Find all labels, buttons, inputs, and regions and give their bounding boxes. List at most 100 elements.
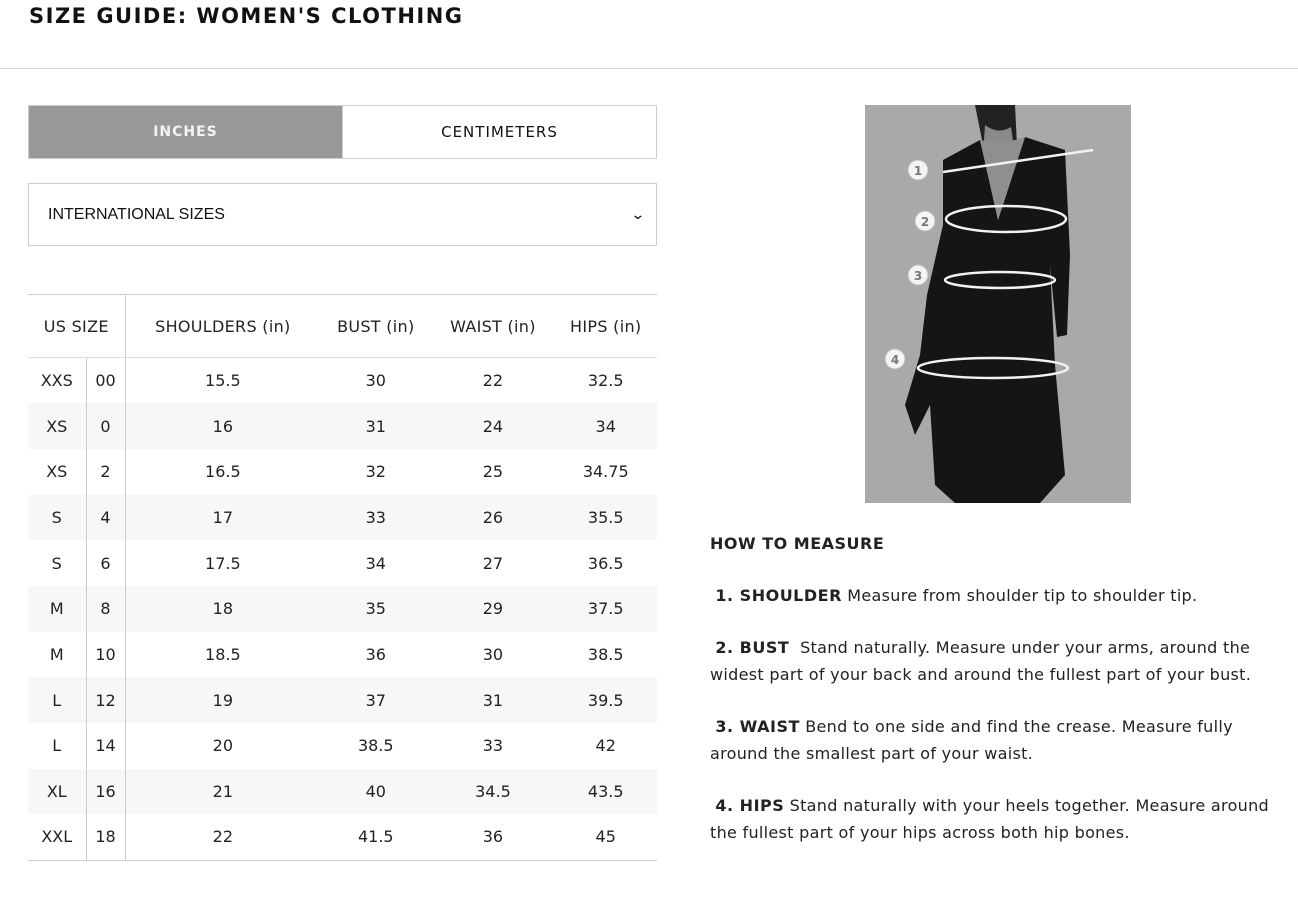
cell-hips: 35.5 bbox=[554, 494, 657, 541]
chevron-down-icon: ⌄ bbox=[630, 206, 646, 222]
cell-bust: 30 bbox=[365, 371, 386, 391]
cell-bust: 32 bbox=[365, 462, 386, 482]
cell-bust: 40 bbox=[320, 768, 432, 815]
cell-shoulders: 16 bbox=[125, 403, 321, 449]
cell-size-number: 12 bbox=[85, 677, 126, 723]
header-shoulders: SHOULDERS (in) bbox=[125, 294, 321, 358]
header-bust: BUST (in) bbox=[320, 294, 432, 358]
table-row: S 6 17.5 34 27 36.5 bbox=[28, 540, 657, 586]
cell-bust: 41.5 bbox=[320, 814, 432, 861]
divider bbox=[0, 68, 1298, 69]
cell-hips: 34 bbox=[554, 403, 657, 449]
table-row: XXL 18 22 41.5 36 45 bbox=[28, 814, 657, 861]
cell-size-number: 14 bbox=[85, 723, 126, 769]
marker-4: 4 bbox=[891, 353, 899, 367]
table-row: S 4 17 33 26 35.5 bbox=[28, 494, 657, 541]
cell-waist: 29 bbox=[431, 585, 555, 632]
cell-hips: 34.75 bbox=[582, 462, 629, 482]
cell-size-letter: XS bbox=[28, 403, 86, 449]
cell-size-number: 18 bbox=[85, 814, 126, 861]
cell-hips: 38.5 bbox=[587, 644, 624, 664]
table-row: M 8 18 35 29 37.5 bbox=[28, 585, 657, 632]
cell-waist: 30 bbox=[482, 644, 504, 664]
instruction-shoulder: 1. SHOULDER Measure from shoulder tip to… bbox=[710, 582, 1280, 609]
instruction-text: Stand naturally with your heels together… bbox=[710, 796, 1269, 842]
cell-size-number: 8 bbox=[85, 585, 126, 632]
instruction-label: 4. HIPS bbox=[715, 796, 785, 815]
instruction-text: Stand naturally. Measure under your arms… bbox=[710, 638, 1252, 684]
cell-size-letter: XS bbox=[46, 462, 68, 482]
instruction-label: 2. BUST bbox=[715, 638, 790, 657]
measurement-photo: 1 2 3 4 bbox=[865, 105, 1131, 503]
table-row: XXS 00 15.5 30 22 32.5 bbox=[28, 357, 657, 404]
cell-bust: 37 bbox=[320, 677, 432, 723]
how-to-measure: HOW TO MEASURE 1. SHOULDER Measure from … bbox=[710, 530, 1280, 871]
cell-waist: 36 bbox=[431, 814, 555, 861]
cell-size-number: 2 bbox=[85, 448, 126, 495]
cell-shoulders: 20 bbox=[212, 736, 234, 756]
cell-size-number: 6 bbox=[85, 540, 126, 586]
cell-bust: 34 bbox=[365, 553, 386, 573]
instruction-text: Measure from shoulder tip to shoulder ti… bbox=[847, 586, 1198, 605]
page-title: SIZE GUIDE: WOMEN'S CLOTHING bbox=[29, 4, 464, 28]
cell-waist: 24 bbox=[431, 403, 555, 449]
cell-hips: 37.5 bbox=[554, 585, 657, 632]
centimeters-tab[interactable]: CENTIMETERS bbox=[342, 106, 656, 158]
size-system-select[interactable]: INTERNATIONAL SIZES ⌄ bbox=[28, 183, 657, 246]
cell-shoulders: 19 bbox=[125, 677, 321, 723]
size-system-value: INTERNATIONAL SIZES bbox=[48, 205, 225, 223]
cell-bust: 33 bbox=[320, 494, 432, 541]
header-waist: WAIST (in) bbox=[431, 294, 555, 358]
how-to-heading: HOW TO MEASURE bbox=[710, 534, 885, 553]
cell-bust: 35 bbox=[320, 585, 432, 632]
cell-size-letter: L bbox=[28, 677, 86, 723]
cell-size-letter: M bbox=[49, 644, 64, 664]
cell-shoulders: 17 bbox=[125, 494, 321, 541]
cell-size-letter: XXS bbox=[40, 371, 73, 391]
cell-size-letter: S bbox=[28, 494, 86, 541]
cell-shoulders: 22 bbox=[125, 814, 321, 861]
table-row: L 14 20 38.5 33 42 bbox=[28, 723, 657, 769]
cell-hips: 39.5 bbox=[554, 677, 657, 723]
cell-size-number: 0 bbox=[85, 403, 126, 449]
cell-shoulders: 21 bbox=[125, 768, 321, 815]
cell-size-number: 16 bbox=[85, 768, 126, 815]
cell-bust: 38.5 bbox=[357, 736, 394, 756]
cell-shoulders: 18 bbox=[125, 585, 321, 632]
inches-tab[interactable]: INCHES bbox=[29, 106, 342, 158]
cell-size-number: 00 bbox=[85, 357, 126, 404]
cell-size-number: 10 bbox=[85, 631, 126, 678]
cell-waist: 25 bbox=[482, 462, 504, 482]
cell-hips: 36.5 bbox=[587, 553, 624, 573]
table-row: XL 16 21 40 34.5 43.5 bbox=[28, 768, 657, 815]
marker-3: 3 bbox=[914, 269, 922, 283]
cell-waist: 31 bbox=[431, 677, 555, 723]
cell-waist: 27 bbox=[482, 553, 504, 573]
table-row: M 10 18.5 36 30 38.5 bbox=[28, 631, 657, 678]
cell-size-letter: S bbox=[51, 553, 62, 573]
cell-shoulders: 18.5 bbox=[205, 644, 241, 664]
size-table: US SIZE SHOULDERS (in) BUST (in) WAIST (… bbox=[28, 294, 657, 861]
cell-waist: 26 bbox=[431, 494, 555, 541]
table-row: XS 2 16.5 32 25 34.75 bbox=[28, 448, 657, 495]
cell-size-letter: L bbox=[52, 736, 62, 756]
instruction-bust: 2. BUST Stand naturally. Measure under y… bbox=[710, 634, 1280, 688]
table-row: XS 0 16 31 24 34 bbox=[28, 403, 657, 449]
cell-bust: 31 bbox=[320, 403, 432, 449]
instruction-hips: 4. HIPS Stand naturally with your heels … bbox=[710, 792, 1280, 846]
cell-size-letter: M bbox=[28, 585, 86, 632]
table-row: L 12 19 37 31 39.5 bbox=[28, 677, 657, 723]
cell-waist: 34.5 bbox=[431, 768, 555, 815]
cell-hips: 32.5 bbox=[587, 371, 624, 391]
cell-waist: 22 bbox=[482, 371, 504, 391]
cell-size-number: 4 bbox=[85, 494, 126, 541]
cell-waist: 33 bbox=[482, 736, 504, 756]
cell-shoulders: 16.5 bbox=[205, 462, 241, 482]
cell-bust: 36 bbox=[365, 644, 386, 664]
instruction-label: 1. SHOULDER bbox=[715, 586, 842, 605]
instruction-label: 3. WAIST bbox=[715, 717, 800, 736]
cell-size-letter: XXL bbox=[28, 814, 86, 861]
cell-shoulders: 17.5 bbox=[205, 553, 241, 573]
unit-toggle: INCHES CENTIMETERS bbox=[28, 105, 657, 159]
cell-hips: 42 bbox=[595, 736, 616, 756]
